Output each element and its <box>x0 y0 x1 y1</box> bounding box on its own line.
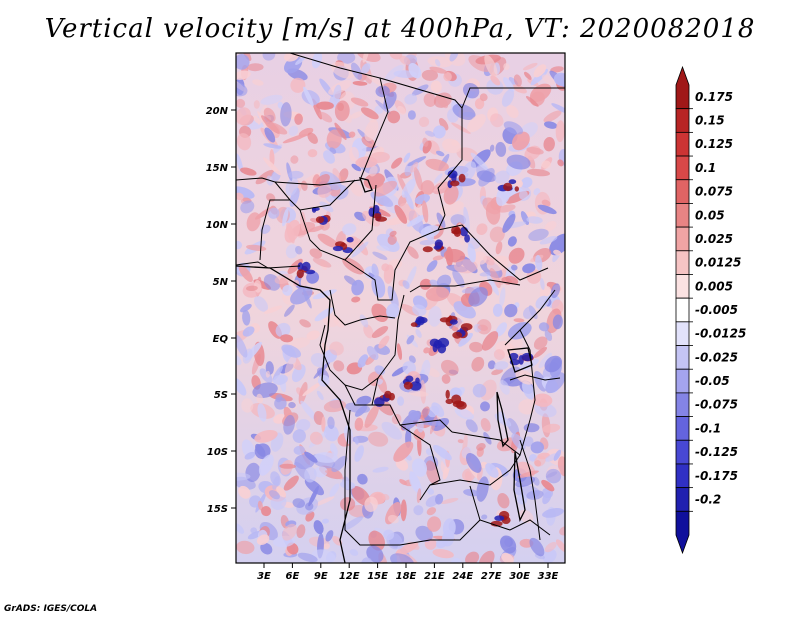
longitude-tick-label: 6E <box>286 571 300 582</box>
colorbar-label: -0.0125 <box>695 327 746 341</box>
colorbar-segment <box>675 203 690 228</box>
colorbar-segment <box>675 487 690 512</box>
longitude-tick-label: 18E <box>396 571 417 582</box>
map-title: Vertical velocity [m/s] at 400hPa, VT: 2… <box>44 14 756 44</box>
latitude-tick-label: 5S <box>214 390 228 401</box>
latitude-tick-label: 15S <box>207 504 228 515</box>
map-frame <box>235 52 566 564</box>
latitude-tick-label: 15N <box>206 163 229 174</box>
latitude-tick-label: 10N <box>206 220 229 231</box>
colorbar-segment <box>675 510 690 555</box>
latitude-tick-label: EQ <box>213 334 229 345</box>
colorbar-label: 0.125 <box>695 137 733 151</box>
latitude-tick-label: 5N <box>213 277 229 288</box>
colorbar-segment <box>675 155 690 181</box>
colorbar-segment <box>675 439 690 465</box>
longitude-tick-label: 15E <box>367 571 388 582</box>
colorbar-segment <box>675 226 690 252</box>
longitude-tick-label: 3E <box>257 571 271 582</box>
longitude-tick-label: 30E <box>509 571 530 582</box>
colorbar-label: -0.175 <box>695 469 738 483</box>
colorbar-segment <box>675 463 690 489</box>
colorbar-label: -0.2 <box>695 493 721 507</box>
longitude-axis: 3E 6E 9E 12E 15E 18E 21E 24E 27E 30E 33E <box>257 563 559 582</box>
longitude-tick-label: 9E <box>314 571 328 582</box>
longitude-tick-label: 21E <box>424 571 445 582</box>
latitude-axis: 20N 15N 10N 5N EQ 5S 10S 15S <box>206 106 236 515</box>
longitude-tick-label: 24E <box>452 571 473 582</box>
colorbar-label: -0.125 <box>695 445 738 459</box>
longitude-tick-label: 33E <box>538 571 559 582</box>
coastline <box>236 177 533 563</box>
colorbar-label: 0.025 <box>695 232 733 246</box>
colorbar-segment <box>675 368 690 394</box>
colorbar-label: -0.05 <box>695 374 730 388</box>
colorbar-segment <box>675 65 690 110</box>
colorbar-segment <box>675 108 690 133</box>
colorbar-label: 0.1 <box>695 161 716 175</box>
colorbar-label: 0.0125 <box>695 256 741 270</box>
colorbar-segment <box>675 250 690 275</box>
colorbar-label: 0.175 <box>695 90 733 104</box>
colorbar-label: 0.15 <box>695 114 725 128</box>
colorbar-segment <box>675 179 690 204</box>
grads-credit: GrADS: IGES/COLA <box>4 604 98 614</box>
colorbar: 0.175 0.15 0.125 0.1 0.075 0.05 0.025 0.0125 0.0… <box>675 65 746 555</box>
colorbar-segment <box>675 392 690 417</box>
colorbar-label: -0.025 <box>695 350 738 364</box>
country-borders <box>236 53 565 546</box>
longitude-tick-label: 12E <box>339 571 360 582</box>
colorbar-label: 0.05 <box>695 208 725 222</box>
colorbar-label: 0.005 <box>695 279 733 293</box>
colorbar-label: -0.005 <box>695 303 738 317</box>
longitude-tick-label: 27E <box>481 571 502 582</box>
colorbar-label: 0.075 <box>695 185 733 199</box>
latitude-tick-label: 10S <box>207 447 228 458</box>
colorbar-segment <box>675 274 690 299</box>
latitude-tick-label: 20N <box>206 106 229 117</box>
colorbar-segment <box>675 321 690 346</box>
colorbar-label: -0.075 <box>695 398 738 412</box>
colorbar-label: -0.1 <box>695 421 721 435</box>
colorbar-segment <box>675 131 690 157</box>
colorbar-segment <box>675 416 690 441</box>
colorbar-segment <box>675 297 690 323</box>
colorbar-segment <box>675 345 690 370</box>
